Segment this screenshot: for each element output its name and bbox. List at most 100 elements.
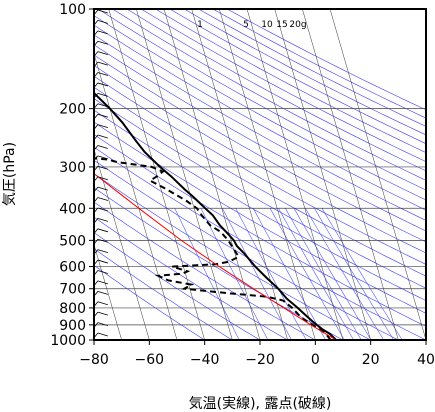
dry-adiabat: [226, 9, 426, 111]
isotherm: [246, 9, 344, 340]
x-axis-title: 気温(実線), 露点(破線): [189, 396, 332, 412]
wind-barb: [97, 40, 108, 45]
isotherms: [94, 9, 426, 340]
mixing-ratio-label: 5: [243, 20, 249, 30]
wind-barb: [97, 280, 108, 285]
dry-adiabat: [94, 44, 426, 232]
x-tick-label: −60: [135, 352, 165, 368]
dry-adiabat: [94, 216, 288, 340]
mixing-ratio-label: 15: [276, 20, 287, 30]
wind-barb: [97, 311, 108, 316]
wind-barb: [97, 9, 108, 14]
dry-adiabat: [94, 121, 426, 314]
y-tick-label: 800: [59, 301, 86, 317]
wind-barb: [97, 238, 108, 243]
dry-adiabat: [94, 75, 426, 265]
wind-barb: [97, 290, 108, 295]
mixing-ratio-label: 1: [197, 20, 203, 30]
dry-adiabat: [94, 265, 205, 340]
isotherm: [274, 9, 371, 340]
wind-barb: [97, 155, 108, 160]
series-group: [94, 91, 337, 340]
mixing-ratio-line: [278, 208, 354, 340]
parcel-line: [94, 173, 337, 340]
wind-barb: [97, 72, 108, 76]
wind-barb: [97, 176, 108, 181]
dry-adiabat: [94, 146, 426, 340]
isotherm: [94, 52, 178, 340]
isotherm: [108, 9, 205, 340]
dry-adiabat: [94, 173, 371, 340]
x-tick-label: 40: [417, 352, 435, 368]
wind-barb: [97, 124, 108, 128]
wind-barb: [97, 218, 108, 222]
mixing-ratio-label: 10: [261, 20, 273, 30]
wind-barb: [97, 51, 108, 56]
x-tick-label: 0: [311, 352, 320, 368]
wind-barb: [97, 197, 108, 201]
dry-adiabat: [141, 9, 426, 163]
y-tick-label: 500: [59, 233, 86, 249]
temperature-line: [94, 91, 337, 340]
wind-barb: [97, 322, 108, 326]
wind-barb: [97, 113, 108, 118]
wind-barb: [97, 30, 108, 35]
wind-barb: [97, 165, 108, 170]
plot-frame: [93, 8, 427, 341]
wind-barb: [97, 270, 108, 274]
x-tick-label: −20: [245, 352, 275, 368]
dry-adiabat: [94, 24, 426, 211]
dry-adiabat: [155, 9, 426, 153]
dry-adiabat: [94, 65, 426, 254]
y-tick-label: 400: [59, 201, 86, 217]
dry-adiabat: [94, 159, 399, 340]
isotherm: [163, 9, 261, 340]
wind-barb: [97, 82, 108, 87]
x-tick-label: −40: [190, 352, 220, 368]
wind-barb: [97, 249, 108, 254]
mixing-ratio-line: [235, 208, 307, 340]
dry-adiabat: [184, 9, 426, 136]
dry-adiabat: [94, 248, 233, 340]
dry-adiabat: [94, 109, 426, 301]
y-tick-label: 200: [59, 102, 86, 118]
mixing-ratio-line: [285, 208, 362, 340]
wind-barb: [97, 259, 108, 264]
wind-barb: [97, 20, 108, 24]
x-tick-label: 20: [362, 352, 380, 368]
dry-adiabat: [98, 9, 426, 191]
dry-adiabat: [94, 187, 344, 340]
wind-barb: [97, 301, 108, 306]
dry-adiabat: [94, 54, 426, 243]
y-tick-label: 1000: [50, 333, 86, 349]
mixing-ratio-line: [305, 208, 384, 340]
wind-barb: [97, 228, 108, 233]
mixing-ratio-line: [314, 208, 395, 340]
isotherm: [94, 243, 122, 340]
y-axis-title: 気圧(hPa): [2, 142, 18, 206]
dry-adiabat: [94, 15, 426, 201]
y-tick-label: 700: [59, 282, 86, 298]
mixing-ratio-line: [174, 208, 240, 340]
y-tick-label: 600: [59, 260, 86, 276]
wind-barb: [97, 207, 108, 212]
dry-adiabat: [94, 86, 426, 277]
dry-adiabat: [94, 232, 261, 340]
isotherm: [329, 9, 426, 340]
dry-adiabat: [112, 9, 426, 181]
x-tick-labels: −80 −60 −40 −20 0 20 40: [79, 340, 435, 368]
dry-adiabats: [94, 9, 426, 340]
wind-barb: [97, 186, 108, 191]
wind-barb: [97, 92, 108, 97]
dry-adiabat: [94, 201, 316, 340]
isotherm: [191, 9, 288, 340]
mixing-ratio-lines: [174, 208, 403, 340]
isobars: [94, 9, 426, 340]
wind-barb: [97, 145, 108, 149]
isotherm: [94, 148, 150, 340]
wind-barb: [97, 103, 108, 108]
isotherm: [219, 9, 316, 340]
dry-adiabat: [126, 9, 426, 172]
